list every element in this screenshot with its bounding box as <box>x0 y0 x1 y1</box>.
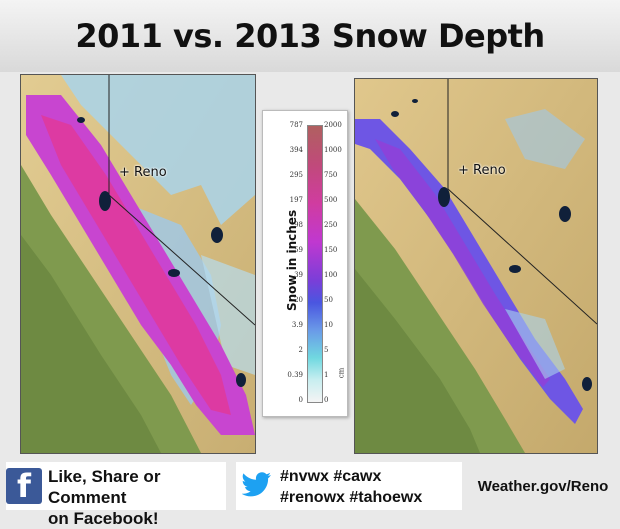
twitter-hashtags: #nvwx #cawx #renowx #tahoewx <box>280 466 422 508</box>
snow-map-2013-graphic <box>355 79 597 453</box>
snow-map-2011-graphic <box>21 75 255 453</box>
legend-cm-tick: 10 <box>324 321 333 329</box>
snow-map-2011: + Reno <box>20 74 256 454</box>
facebook-line1: Like, Share or Comment <box>48 467 161 507</box>
legend-inch-tick: 2 <box>298 346 303 354</box>
legend-cm-tick: 100 <box>324 271 338 279</box>
legend-inch-tick: 0.39 <box>287 371 303 379</box>
twitter-line2: #renowx #tahoewx <box>280 489 423 506</box>
legend-cm-tick: 0 <box>324 396 329 404</box>
reno-label-2011: + Reno <box>119 165 167 180</box>
legend-inch-tick: 39 <box>294 271 303 279</box>
legend-cm-tick: 1000 <box>324 146 342 154</box>
twitter-bird-icon[interactable] <box>242 472 272 498</box>
title-bar: 2011 vs. 2013 Snow Depth <box>0 0 620 72</box>
legend-cm-tick: 250 <box>324 221 338 229</box>
legend-inch-tick: 20 <box>294 296 303 304</box>
reno-label-2013: + Reno <box>458 163 506 178</box>
legend-inch-tick: 787 <box>289 121 303 129</box>
snow-map-2013: + Reno <box>354 78 598 454</box>
legend-cm-tick: 500 <box>324 196 338 204</box>
legend-cm-tick: 2000 <box>324 121 342 129</box>
twitter-line1: #nvwx #cawx <box>280 468 382 485</box>
legend-cm-tick: 50 <box>324 296 333 304</box>
legend-inch-tick: 0 <box>298 396 303 404</box>
page-title: 2011 vs. 2013 Snow Depth <box>75 17 545 55</box>
legend-cm-tick: 150 <box>324 246 338 254</box>
footer: f Like, Share or Comment on Facebook! #n… <box>0 458 620 528</box>
legend-inch-tick: 3.9 <box>291 321 303 329</box>
facebook-icon[interactable]: f <box>6 468 42 504</box>
legend-inch-tick: 394 <box>289 146 303 154</box>
legend-cm-tick: 750 <box>324 171 338 179</box>
legend-color-bar <box>307 125 323 403</box>
legend-inch-tick: 295 <box>289 171 303 179</box>
website-link[interactable]: Weather.gov/Reno <box>477 477 609 495</box>
facebook-callout[interactable]: f Like, Share or Comment on Facebook! <box>6 462 226 528</box>
legend-inch-tick: 98 <box>294 221 303 229</box>
legend-cm-tick: 1 <box>324 371 329 379</box>
legend-inch-tick: 197 <box>289 196 303 204</box>
facebook-text: Like, Share or Comment on Facebook! <box>48 466 226 529</box>
snow-depth-legend: Snow in inches 787 394 295 197 98 59 39 … <box>262 110 348 417</box>
twitter-callout[interactable]: #nvwx #cawx #renowx #tahoewx <box>236 462 462 510</box>
facebook-line2: on Facebook! <box>48 509 159 528</box>
legend-inch-tick: 59 <box>294 246 303 254</box>
legend-cm-tick: 5 <box>324 346 329 354</box>
website-callout[interactable]: Weather.gov/Reno <box>470 462 616 510</box>
legend-unit-label: cm <box>337 367 346 379</box>
